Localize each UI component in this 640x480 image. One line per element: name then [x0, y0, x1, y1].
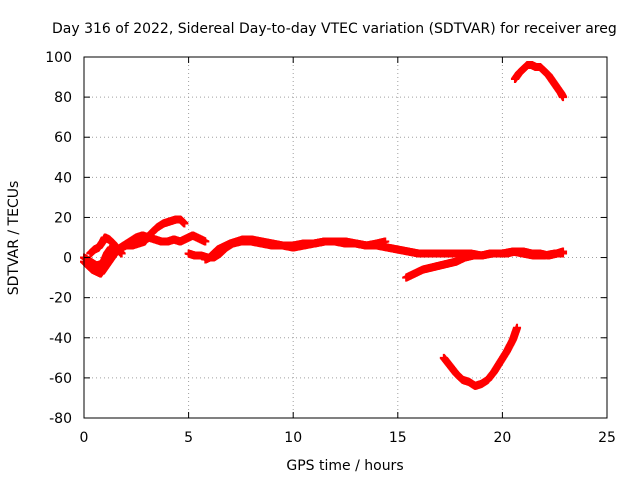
- grid-layer: [84, 57, 607, 418]
- data-point: [559, 247, 568, 256]
- y-tick-label: 0: [63, 251, 72, 267]
- tick-layer: 0 5 10 15 20 25 -80 -60 -40 -20 0 20 40 60 80 100: [45, 50, 616, 446]
- x-tick-label: 20: [493, 430, 511, 446]
- x-axis-label: GPS time / hours: [286, 458, 403, 474]
- y-tick-label: 100: [45, 50, 72, 66]
- plot-frame: [83, 56, 608, 419]
- y-tick-label: -60: [49, 371, 72, 387]
- y-tick-label: 60: [54, 130, 72, 146]
- y-tick-label: -80: [49, 411, 72, 427]
- y-axis-label: SDTVAR / TECUs: [6, 181, 22, 296]
- data-point: [381, 237, 390, 246]
- chart-title: Day 316 of 2022, Sidereal Day-to-day VTE…: [52, 21, 617, 37]
- x-tick-label: 10: [284, 430, 302, 446]
- data-point: [117, 249, 126, 258]
- y-tick-label: -20: [49, 291, 72, 307]
- y-tick-label: 80: [54, 90, 72, 106]
- series-layer: [80, 61, 568, 390]
- y-tick-label: 20: [54, 210, 72, 226]
- series-track-h: [439, 323, 522, 390]
- y-tick-label: -40: [49, 331, 72, 347]
- x-tick-label: 0: [80, 430, 89, 446]
- series-track-f: [402, 247, 568, 282]
- data-point: [201, 237, 210, 246]
- data-point: [180, 219, 189, 228]
- data-point: [513, 323, 522, 332]
- x-tick-label: 5: [184, 430, 193, 446]
- y-tick-label: 40: [54, 170, 72, 186]
- x-tick-label: 15: [389, 430, 407, 446]
- series-track-c: [86, 233, 126, 258]
- data-point: [559, 93, 568, 102]
- x-tick-label: 25: [598, 430, 616, 446]
- series-track-b: [80, 215, 189, 278]
- series-track-g: [510, 61, 568, 102]
- series-track-e: [201, 235, 390, 264]
